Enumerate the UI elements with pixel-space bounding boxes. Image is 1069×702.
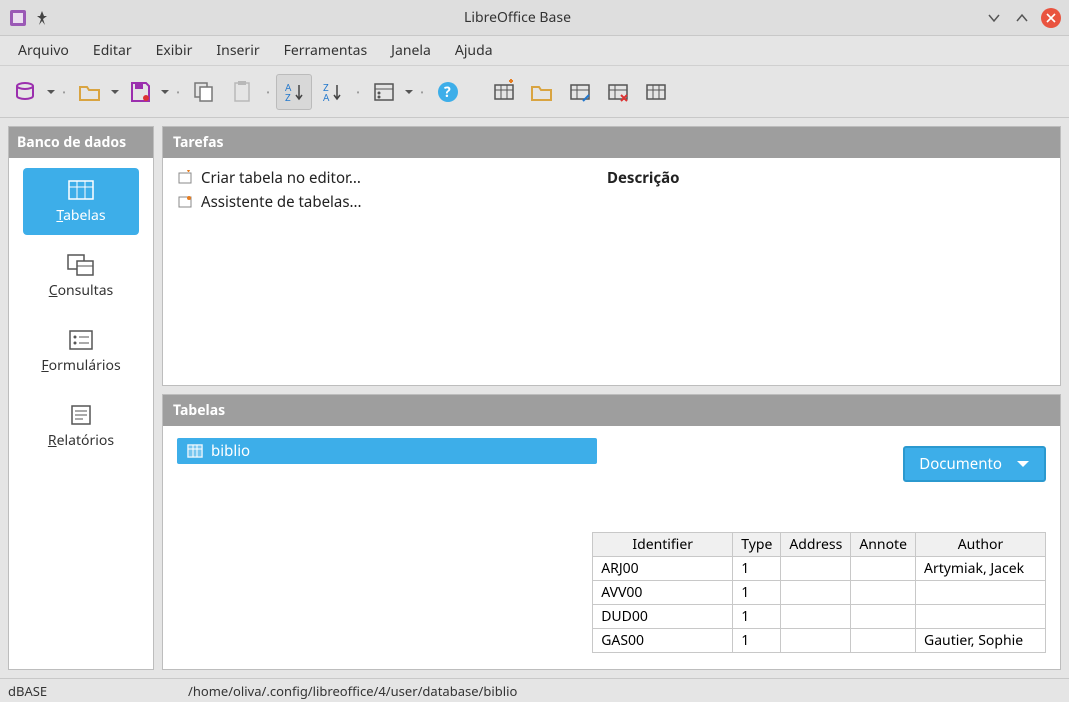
table-item-biblio[interactable]: biblio [177, 438, 597, 464]
svg-text:Z: Z [285, 90, 291, 104]
save-dropdown[interactable] [160, 88, 170, 96]
content-area: Banco de dados Tabelas Consultas Formulári… [0, 118, 1069, 678]
menu-editar[interactable]: Editar [83, 37, 142, 64]
toolbar: · · · AZ ZA · · ? [0, 66, 1069, 118]
task-table-wizard[interactable]: Assistente de tabelas... [177, 192, 607, 212]
copy-button[interactable] [186, 74, 222, 110]
new-database-button[interactable] [8, 74, 44, 110]
table-icon [187, 444, 203, 458]
delete-table-button[interactable] [600, 74, 636, 110]
sidebar-item-icon [67, 403, 95, 427]
form-dropdown[interactable] [404, 88, 414, 96]
minimize-button[interactable] [985, 9, 1003, 27]
task-description-header: Descrição [607, 168, 680, 375]
close-button[interactable] [1041, 8, 1061, 28]
table-item-label: biblio [211, 441, 250, 461]
open-button[interactable] [72, 74, 108, 110]
sidebar-item-icon [67, 328, 95, 352]
new-table-button[interactable] [486, 74, 522, 110]
preview-col-header[interactable]: Type [733, 533, 781, 557]
task-create-table[interactable]: Criar tabela no editor... [177, 168, 607, 188]
app-icon [8, 8, 28, 28]
edit-table-button[interactable] [562, 74, 598, 110]
task-label: Criar tabela no editor... [201, 168, 361, 188]
sort-asc-button[interactable]: AZ [276, 74, 312, 110]
svg-text:A: A [323, 90, 330, 104]
menu-janela[interactable]: Janela [381, 37, 441, 64]
sidebar-item-icon [67, 178, 95, 202]
svg-text:?: ? [444, 83, 451, 102]
pin-icon[interactable] [34, 10, 50, 26]
window-title: LibreOffice Base [50, 8, 985, 27]
document-button-label: Documento [919, 454, 1002, 474]
preview-col-header[interactable]: Address [781, 533, 851, 557]
help-button[interactable]: ? [430, 74, 466, 110]
menu-inserir[interactable]: Inserir [206, 37, 269, 64]
sidebar-item-0[interactable]: Tabelas [23, 168, 139, 235]
tasks-header: Tarefas [163, 127, 1060, 158]
maximize-button[interactable] [1013, 9, 1031, 27]
sidebar-item-1[interactable]: Consultas [23, 243, 139, 310]
save-button[interactable] [122, 74, 158, 110]
table-row[interactable]: DUD001 [593, 605, 1046, 629]
tasks-panel: Tarefas Criar tabela no editor... Assist… [162, 126, 1061, 386]
preview-col-header[interactable]: Annote [851, 533, 916, 557]
open-dropdown[interactable] [110, 88, 120, 96]
menu-ajuda[interactable]: Ajuda [445, 37, 503, 64]
menu-ferramentas[interactable]: Ferramentas [274, 37, 378, 64]
sidebar-item-label: Formulários [41, 356, 120, 375]
task-label: Assistente de tabelas... [201, 192, 362, 212]
table-row[interactable]: ARJ001Artymiak, Jacek [593, 557, 1046, 581]
form-button[interactable] [366, 74, 402, 110]
table-row[interactable]: AVV001 [593, 581, 1046, 605]
preview-col-header[interactable]: Author [916, 533, 1046, 557]
sidebar-header: Banco de dados [9, 127, 153, 158]
status-db-type: dBASE [8, 682, 188, 700]
new-database-dropdown[interactable] [46, 88, 56, 96]
sidebar-item-label: Tabelas [56, 206, 105, 225]
preview-col-header[interactable]: Identifier [593, 533, 733, 557]
status-path: /home/oliva/.config/libreoffice/4/user/d… [188, 682, 1061, 700]
chevron-down-icon [1016, 459, 1030, 469]
sort-desc-button[interactable]: ZA [314, 74, 350, 110]
wizard-icon [177, 194, 193, 210]
sidebar-item-icon [67, 253, 95, 277]
table-preview: IdentifierTypeAddressAnnoteAuthorARJ001A… [592, 532, 1046, 653]
tables-panel: Tabelas biblio Documento IdentifierTypeA… [162, 394, 1061, 670]
menu-arquivo[interactable]: Arquivo [8, 37, 79, 64]
statusbar: dBASE /home/oliva/.config/libreoffice/4/… [0, 678, 1069, 702]
paste-button[interactable] [224, 74, 260, 110]
wizard-icon [177, 170, 193, 186]
sidebar-item-2[interactable]: Formulários [23, 318, 139, 385]
table-row[interactable]: GAS001Gautier, Sophie [593, 629, 1046, 653]
sidebar-item-3[interactable]: Relatórios [23, 393, 139, 460]
menu-exibir[interactable]: Exibir [146, 37, 203, 64]
menubar: Arquivo Editar Exibir Inserir Ferramenta… [0, 36, 1069, 66]
open-table-button[interactable] [524, 74, 560, 110]
document-dropdown-button[interactable]: Documento [903, 446, 1046, 482]
sidebar-item-label: Relatórios [48, 431, 114, 450]
sidebar-item-label: Consultas [49, 281, 114, 300]
tables-header: Tabelas [163, 395, 1060, 426]
database-sidebar: Banco de dados Tabelas Consultas Formulári… [8, 126, 154, 670]
rename-table-button[interactable] [638, 74, 674, 110]
titlebar: LibreOffice Base [0, 0, 1069, 36]
